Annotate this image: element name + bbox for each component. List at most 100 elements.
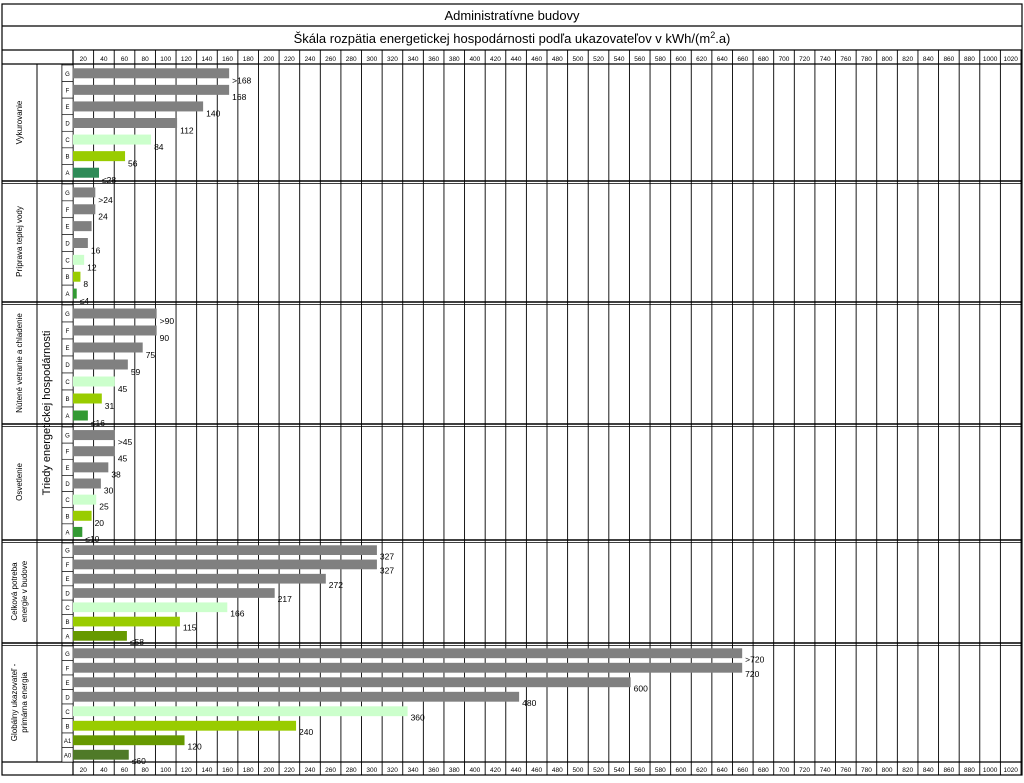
x-tick-label-bottom: 100 [160, 767, 171, 774]
value-label: ≤28 [102, 175, 116, 185]
class-label: C [65, 498, 70, 504]
panel-label: energie v budove [20, 560, 29, 622]
x-tick-label-top: 280 [346, 56, 357, 63]
x-tick-label-bottom: 60 [121, 767, 129, 774]
x-tick-label-bottom: 760 [840, 767, 851, 774]
class-label: C [65, 710, 70, 716]
x-tick-label-top: 720 [799, 56, 810, 63]
class-label: F [66, 450, 70, 456]
class-label: D [65, 363, 70, 369]
x-tick-label-bottom: 280 [346, 767, 357, 774]
x-tick-label-bottom: 1020 [1003, 767, 1018, 774]
x-tick-label-bottom: 360 [428, 767, 439, 774]
x-tick-label-bottom: 300 [366, 767, 377, 774]
value-label: 217 [278, 594, 292, 604]
class-label: F [66, 563, 70, 569]
bar-f [73, 559, 377, 570]
class-label: B [65, 724, 69, 730]
x-tick-label-top: 20 [80, 56, 88, 63]
x-tick-label-top: 640 [717, 56, 728, 63]
bar-e [73, 342, 143, 353]
x-tick-label-bottom: 680 [758, 767, 769, 774]
value-label: 120 [188, 742, 202, 752]
value-label: 327 [380, 551, 394, 561]
bar-g [73, 187, 96, 198]
value-label: 38 [111, 469, 121, 479]
value-label: 240 [299, 727, 313, 737]
x-tick-label-bottom: 700 [779, 767, 790, 774]
x-tick-label-bottom: 20 [80, 767, 88, 774]
x-tick-label-top: 440 [511, 56, 522, 63]
x-tick-label-top: 560 [634, 56, 645, 63]
class-label: F [66, 88, 70, 94]
class-label: D [65, 482, 70, 488]
value-label: ≤10 [85, 534, 99, 544]
value-label: 20 [95, 518, 105, 528]
panel-label: Globálny ukazovateľ - [10, 663, 19, 741]
x-tick-label-bottom: 40 [100, 767, 108, 774]
value-label: 59 [131, 367, 141, 377]
bar-a0 [73, 749, 129, 760]
bar-d [73, 588, 275, 598]
value-label: 115 [183, 623, 197, 633]
value-label: >90 [160, 316, 175, 326]
value-label: 45 [118, 453, 128, 463]
class-label: E [65, 577, 69, 583]
x-tick-label-top: 300 [366, 56, 377, 63]
x-tick-label-bottom: 640 [717, 767, 728, 774]
value-label: >45 [118, 437, 133, 447]
x-tick-label-bottom: 720 [799, 767, 810, 774]
class-label: B [65, 155, 69, 161]
value-label: 31 [105, 401, 115, 411]
x-tick-label-bottom: 160 [222, 767, 233, 774]
x-tick-label-bottom: 560 [634, 767, 645, 774]
y-axis-label: Triedy energetickej hospodárnosti [41, 331, 53, 496]
x-tick-label-bottom: 660 [737, 767, 748, 774]
x-tick-label-bottom: 880 [964, 767, 975, 774]
value-label: 600 [634, 684, 648, 694]
bar-g [73, 545, 377, 555]
chart-subtitle: Škála rozpätia energetickej hospodárnost… [294, 30, 731, 46]
class-label: E [65, 681, 69, 687]
bar-e [73, 101, 204, 112]
bar-e [73, 677, 631, 688]
class-label: D [65, 242, 70, 248]
bar-c [73, 494, 97, 505]
x-tick-label-bottom: 600 [676, 767, 687, 774]
bar-g [73, 68, 230, 79]
class-label: G [65, 191, 70, 197]
class-label: C [65, 606, 70, 612]
x-tick-label-top: 480 [552, 56, 563, 63]
class-label: A [65, 634, 69, 640]
x-tick-label-bottom: 820 [902, 767, 913, 774]
x-tick-label-top: 140 [202, 56, 213, 63]
x-tick-label-bottom: 540 [614, 767, 625, 774]
x-tick-label-top: 80 [142, 56, 150, 63]
class-label: A [65, 414, 69, 420]
value-label: ≤16 [91, 418, 105, 428]
x-tick-label-bottom: 400 [469, 767, 480, 774]
class-label: D [65, 592, 70, 598]
bar-f [73, 662, 743, 673]
x-tick-label-top: 680 [758, 56, 769, 63]
x-tick-label-top: 400 [469, 56, 480, 63]
bar-e [73, 221, 92, 232]
class-label: A1 [64, 739, 72, 745]
value-label: 90 [160, 333, 170, 343]
value-label: 8 [83, 279, 88, 289]
value-label: 166 [230, 608, 244, 618]
class-label: B [65, 514, 69, 520]
x-tick-label-bottom: 420 [490, 767, 501, 774]
bar-f [73, 325, 157, 336]
bar-d [73, 478, 101, 489]
value-label: 327 [380, 566, 394, 576]
bar-d [73, 238, 88, 248]
x-tick-label-bottom: 740 [820, 767, 831, 774]
value-label: 168 [232, 92, 246, 102]
bar-g [73, 648, 743, 659]
x-tick-label-top: 620 [696, 56, 707, 63]
x-tick-label-bottom: 140 [202, 767, 213, 774]
bar-g [73, 430, 115, 441]
bar-b [73, 720, 297, 731]
